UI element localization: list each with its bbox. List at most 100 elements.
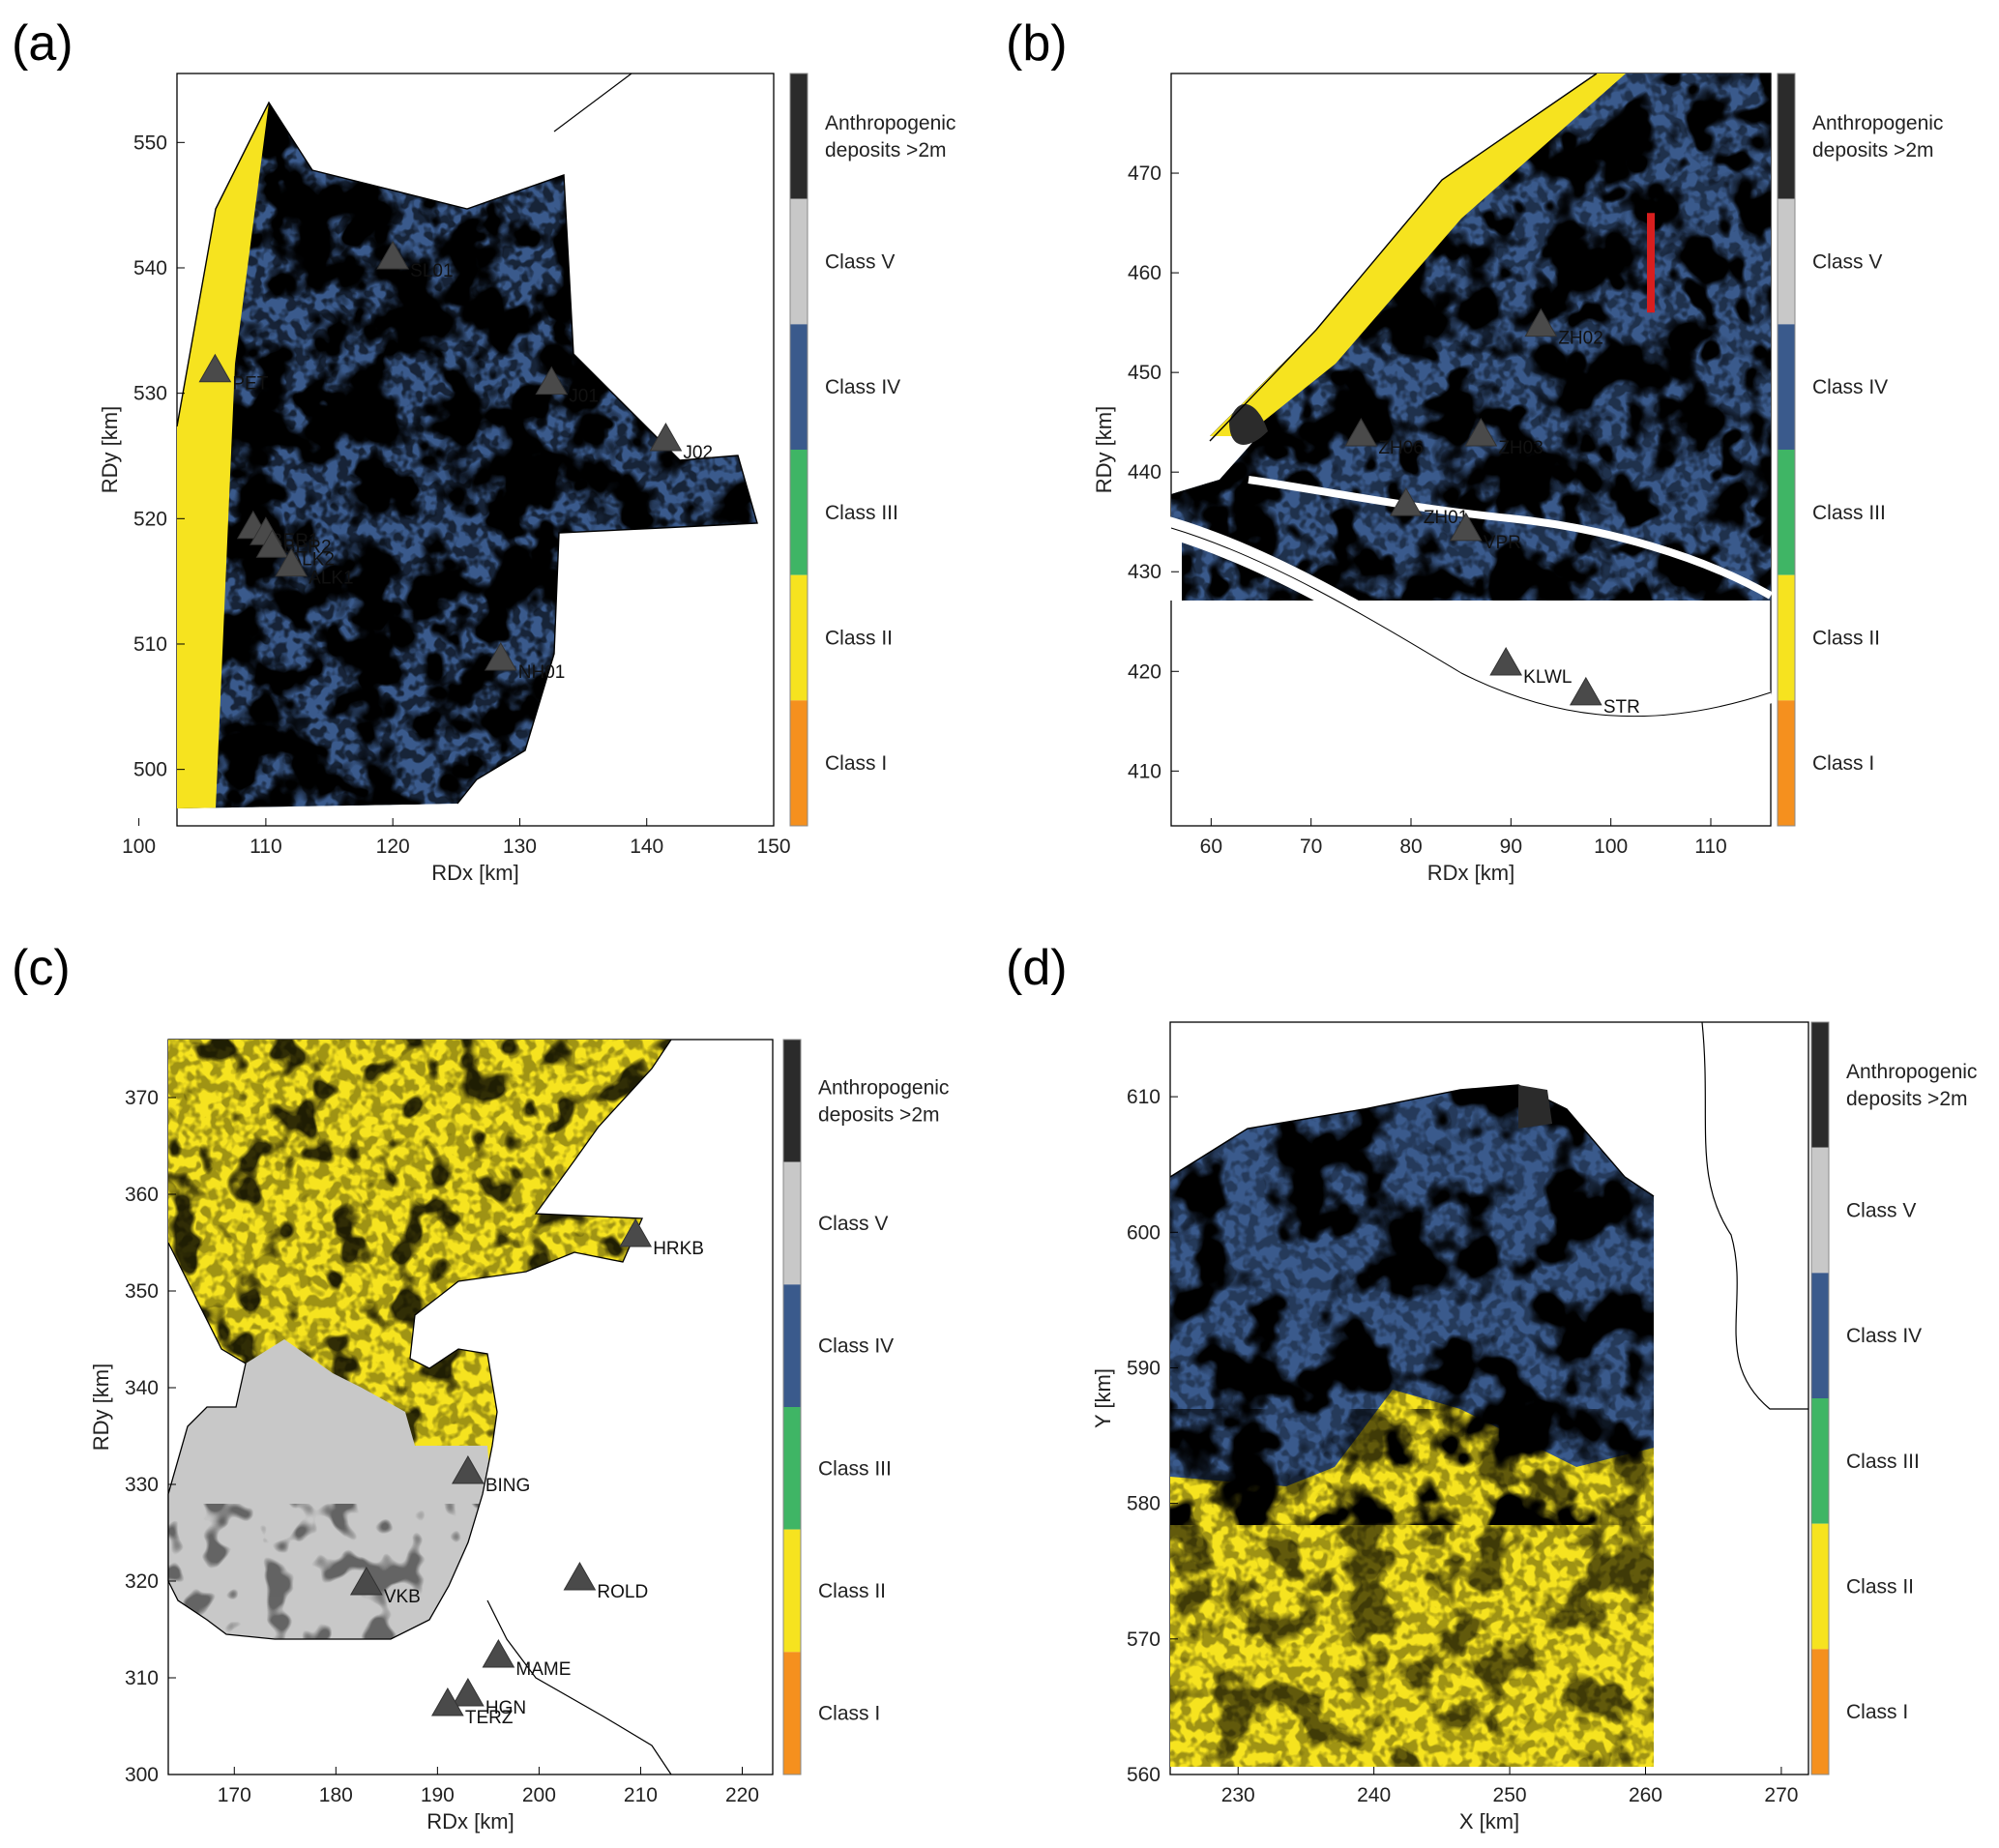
panel-c — [167, 1039, 774, 1775]
colorbar-frame — [1810, 1021, 1830, 1775]
station-marker-icon — [1464, 417, 1498, 447]
x-axis-title: RDx [km] — [1427, 861, 1514, 885]
colorbar-swatch-c1 — [790, 700, 808, 826]
colorbar-label: Anthropogenic — [1812, 112, 1943, 134]
colorbar-label: Class IV — [1846, 1325, 1922, 1347]
colorbar-swatch-c4 — [1811, 1273, 1829, 1398]
station-label: SL01 — [410, 261, 453, 281]
station-marker-icon — [198, 353, 232, 383]
x-tick-label: 250 — [1493, 1784, 1527, 1806]
station-marker-icon — [1344, 417, 1378, 447]
y-tick-label: 350 — [125, 1280, 159, 1303]
station-marker-icon — [619, 1217, 653, 1247]
colorbar-swatch-c4 — [1778, 324, 1795, 450]
colorbar-swatch-c4 — [790, 324, 808, 450]
colorbar-swatch-c3 — [783, 1407, 801, 1530]
panel-b — [1161, 73, 1775, 827]
station-label: VPR — [1484, 533, 1521, 553]
colorbar-swatch-c5 — [783, 1161, 801, 1285]
colorbar-label: Class I — [1812, 752, 1874, 775]
colorbar-swatch-anthro — [1811, 1022, 1829, 1148]
y-tick-label: 580 — [1127, 1493, 1161, 1515]
station-marker-icon — [482, 1638, 515, 1668]
map-d-land — [1170, 1085, 1654, 1767]
colorbar-frame — [789, 73, 808, 827]
colorbar-label: Class V — [1846, 1200, 1916, 1222]
station-label: ROLD — [597, 1582, 648, 1602]
station-label: ZH06 — [1378, 438, 1423, 458]
station-label: PET — [232, 374, 268, 395]
y-tick-label: 340 — [125, 1377, 159, 1399]
x-tick-label: 70 — [1300, 836, 1322, 858]
colorbar-label: Class V — [825, 251, 895, 274]
y-axis-title: RDy [km] — [1092, 406, 1116, 493]
panel-d — [1169, 1021, 1809, 1775]
x-tick-label: 80 — [1399, 836, 1422, 858]
station-label: VKB — [384, 1587, 421, 1607]
y-tick-label: 510 — [133, 633, 167, 656]
station-marker-icon — [452, 1677, 485, 1707]
x-tick-label: 210 — [624, 1784, 658, 1806]
y-tick-label: 500 — [133, 759, 167, 781]
colorbar-swatch-c2 — [783, 1529, 801, 1653]
panel-a — [176, 73, 775, 827]
station-label: ZH03 — [1498, 438, 1543, 458]
station-label: TERZ — [465, 1708, 514, 1728]
colorbar-swatch-c2 — [1811, 1523, 1829, 1650]
colorbar-label: deposits >2m — [1812, 139, 1934, 161]
y-axis-title: RDy [km] — [89, 1364, 113, 1451]
y-tick-label: 590 — [1127, 1357, 1161, 1379]
map-c — [167, 1039, 774, 1775]
station-marker-icon — [431, 1687, 464, 1716]
station-label: ALK2 — [289, 549, 334, 570]
colorbar-label: Class III — [1846, 1451, 1920, 1473]
colorbar-label: Anthropogenic — [1846, 1061, 1977, 1083]
station-label: ZH02 — [1558, 329, 1602, 349]
x-tick-label: 270 — [1764, 1784, 1798, 1806]
y-tick-label: 420 — [1128, 660, 1161, 683]
colorbar-swatch-c1 — [783, 1652, 801, 1775]
x-axis-title: RDx [km] — [426, 1809, 514, 1833]
colorbar-swatch-c2 — [790, 574, 808, 701]
colorbar-label: Class IV — [1812, 376, 1888, 398]
colorbar-swatch-anthro — [783, 1040, 801, 1162]
x-tick-label: 90 — [1500, 836, 1522, 858]
colorbar-label: deposits >2m — [1846, 1088, 1968, 1110]
station-marker-icon — [1389, 487, 1423, 516]
x-tick-label: 100 — [1594, 836, 1628, 858]
y-tick-label: 440 — [1128, 461, 1161, 484]
x-tick-label: 170 — [218, 1784, 251, 1806]
colorbar-label: Class IV — [825, 376, 900, 398]
x-tick-label: 140 — [630, 836, 663, 858]
x-tick-label: 180 — [319, 1784, 353, 1806]
colorbar-label: Anthropogenic — [825, 112, 955, 134]
colorbar-swatch-anthro — [790, 73, 808, 199]
y-tick-label: 320 — [125, 1570, 159, 1593]
colorbar-swatch-c3 — [790, 450, 808, 575]
colorbar-label: Class II — [825, 628, 893, 650]
colorbar-swatch-c4 — [783, 1284, 801, 1407]
colorbar-swatch-c1 — [1811, 1649, 1829, 1775]
station-label: STR — [1603, 697, 1640, 718]
panel-letter-b: (b) — [1006, 15, 1068, 72]
station-marker-icon — [1569, 676, 1602, 706]
y-tick-label: 330 — [125, 1474, 159, 1496]
y-tick-label: 550 — [133, 132, 167, 154]
x-tick-label: 240 — [1357, 1784, 1391, 1806]
map-d — [1169, 1021, 1809, 1775]
y-tick-label: 470 — [1128, 162, 1161, 185]
station-marker-icon — [255, 529, 289, 558]
station-label: NH01 — [518, 662, 566, 683]
station-label: BER2 — [283, 537, 332, 557]
colorbar-swatch-c5 — [1778, 198, 1795, 325]
station-label: BING — [485, 1476, 530, 1496]
station-label: ZH01 — [1424, 508, 1468, 528]
colorbar-label: Class III — [1812, 502, 1886, 524]
panel-letter-a: (a) — [12, 15, 73, 72]
station-marker-icon — [649, 423, 683, 452]
x-tick-label: 120 — [376, 836, 410, 858]
colorbar-swatch-c3 — [1811, 1398, 1829, 1524]
y-tick-label: 310 — [125, 1667, 159, 1689]
colorbar-swatch-c1 — [1778, 700, 1795, 826]
y-tick-label: 610 — [1127, 1086, 1161, 1108]
